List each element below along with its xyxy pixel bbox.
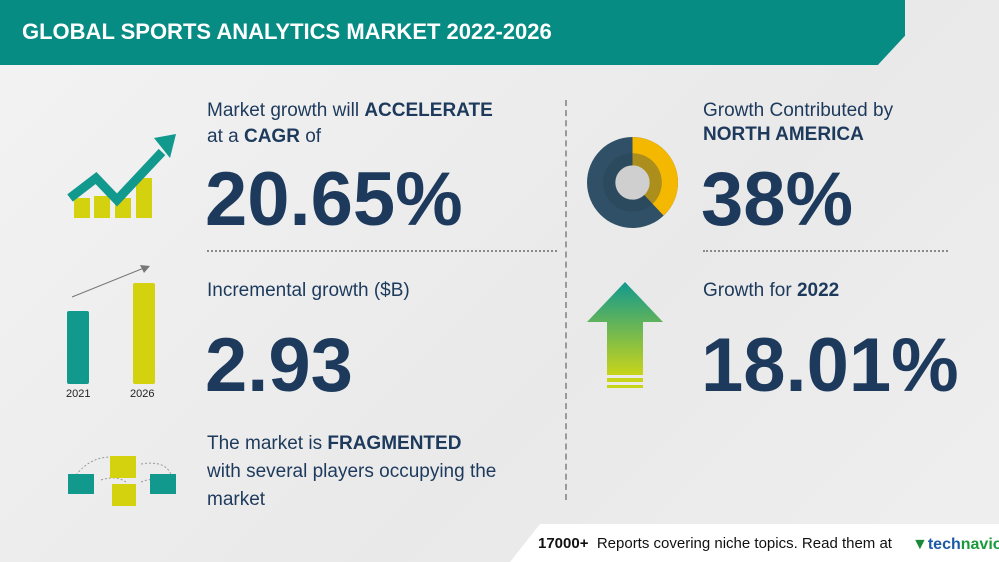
bar-comparison-icon	[67, 265, 155, 384]
year-label-2021: 2021	[66, 388, 91, 400]
technavio-logo[interactable]: ▼technavio	[912, 536, 999, 553]
divider	[703, 250, 948, 252]
up-arrow-icon	[587, 282, 663, 388]
market-line-2: with several players occupying the	[207, 461, 497, 482]
bar-2021	[67, 311, 89, 384]
divider	[207, 250, 557, 252]
bar-2026	[133, 283, 155, 384]
cagr-line-2: at a CAGR of	[207, 126, 322, 147]
page-title: GLOBAL SPORTS ANALYTICS MARKET 2022-2026	[22, 19, 552, 44]
growth-year-value: 18.01%	[701, 323, 959, 408]
incremental-value: 2.93	[205, 323, 353, 408]
footer-text: 17000+ Reports covering niche topics. Re…	[538, 535, 892, 552]
region-line-1: Growth Contributed by	[703, 100, 894, 121]
buildings-icon	[68, 456, 176, 506]
market-line-1: The market is FRAGMENTED	[207, 433, 462, 454]
header-banner	[0, 0, 905, 65]
market-line-3: market	[207, 489, 266, 510]
cagr-value: 20.65%	[205, 157, 463, 242]
year-label-2026: 2026	[130, 388, 155, 400]
growth-year-label: Growth for 2022	[703, 280, 840, 301]
region-value: 38%	[701, 157, 854, 242]
vertical-divider	[565, 100, 567, 500]
donut-share-segment	[632, 137, 678, 216]
incremental-label: Incremental growth ($B)	[207, 280, 410, 301]
donut-chart-icon	[587, 137, 678, 228]
cagr-line-1: Market growth will ACCELERATE	[207, 100, 493, 121]
footer-band	[510, 524, 999, 562]
region-name: NORTH AMERICA	[703, 124, 864, 145]
growth-chart-icon	[67, 134, 176, 218]
